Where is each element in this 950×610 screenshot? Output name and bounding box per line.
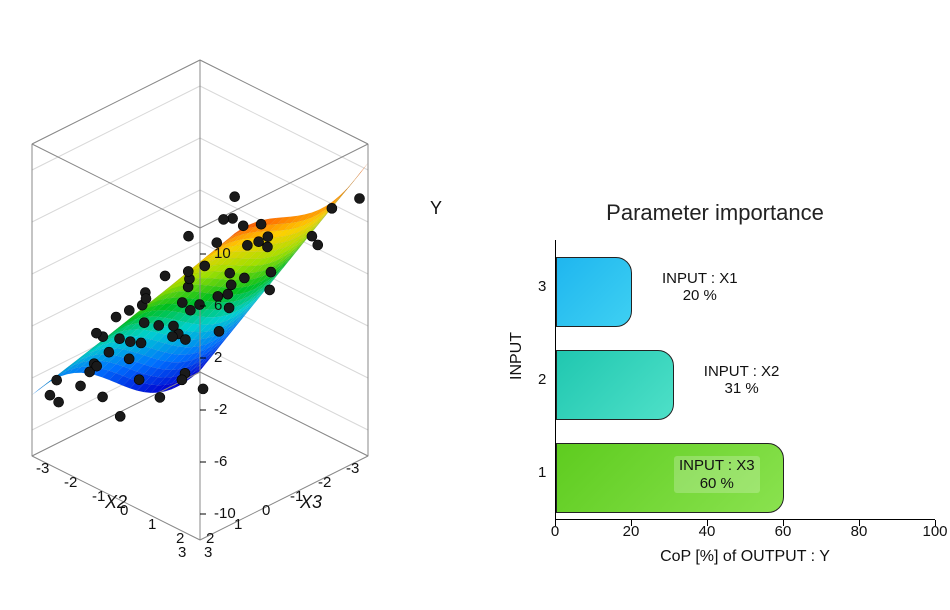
- x3-tick-label: 3: [204, 544, 212, 561]
- x3-tick-label: -3: [36, 460, 49, 477]
- z-tick-label: -6: [214, 453, 227, 470]
- z-tick-label: 2: [214, 349, 222, 366]
- x-tick-label: 100: [922, 523, 947, 540]
- bar-row: INPUT : X231 %: [556, 345, 674, 425]
- bar-row: INPUT : X360 %: [556, 438, 784, 518]
- bar-row: INPUT : X120 %: [556, 252, 632, 332]
- y-tick-label: 2: [538, 371, 546, 388]
- bar-value-label: INPUT : X231 %: [704, 363, 780, 398]
- z-tick-label: -2: [214, 401, 227, 418]
- x2-tick-label: 1: [234, 516, 242, 533]
- z-axis-label: Y: [430, 198, 442, 219]
- x-tick-label: 0: [551, 523, 559, 540]
- bar: [556, 350, 674, 420]
- bar-value-label: INPUT : X120 %: [662, 270, 738, 305]
- barchart-title: Parameter importance: [480, 200, 950, 226]
- x3-tick-label: -1: [92, 488, 105, 505]
- x-tick-label: 20: [623, 523, 640, 540]
- barchart-panel: Parameter importance INPUT INPUT : X120 …: [480, 0, 950, 610]
- x-tick-label: 40: [699, 523, 716, 540]
- x3-tick-label: 0: [120, 502, 128, 519]
- z-tick-label: 6: [214, 297, 222, 314]
- x3-tick-label: 2: [176, 530, 184, 547]
- x-axis-title: CoP [%] of OUTPUT : Y: [555, 548, 935, 566]
- z-tick-label: 10: [214, 245, 231, 262]
- x2-tick-label: -2: [318, 474, 331, 491]
- barchart: INPUT INPUT : X120 %INPUT : X231 %INPUT …: [500, 230, 940, 590]
- surface-panel: Y X2 X3 -10-6-22610 -3-2-10123 -3-2-1012…: [0, 0, 480, 610]
- figure-container: Y X2 X3 -10-6-22610 -3-2-10123 -3-2-1012…: [0, 0, 950, 610]
- y-tick-label: 3: [538, 278, 546, 295]
- y-tick-label: 1: [538, 464, 546, 481]
- x3-tick-label: -2: [64, 474, 77, 491]
- bar-value-label: INPUT : X360 %: [674, 456, 760, 493]
- x2-tick-label: -3: [346, 460, 359, 477]
- x-tick-label: 60: [775, 523, 792, 540]
- x2-tick-label: -1: [290, 488, 303, 505]
- bar-plot-area: INPUT : X120 %INPUT : X231 %INPUT : X360…: [555, 240, 935, 520]
- y-axis-title: INPUT: [508, 332, 526, 380]
- z-tick-label: -10: [214, 505, 236, 522]
- x-tick-label: 80: [851, 523, 868, 540]
- x2-tick-label: 0: [262, 502, 270, 519]
- bar: [556, 257, 632, 327]
- x3-tick-label: 1: [148, 516, 156, 533]
